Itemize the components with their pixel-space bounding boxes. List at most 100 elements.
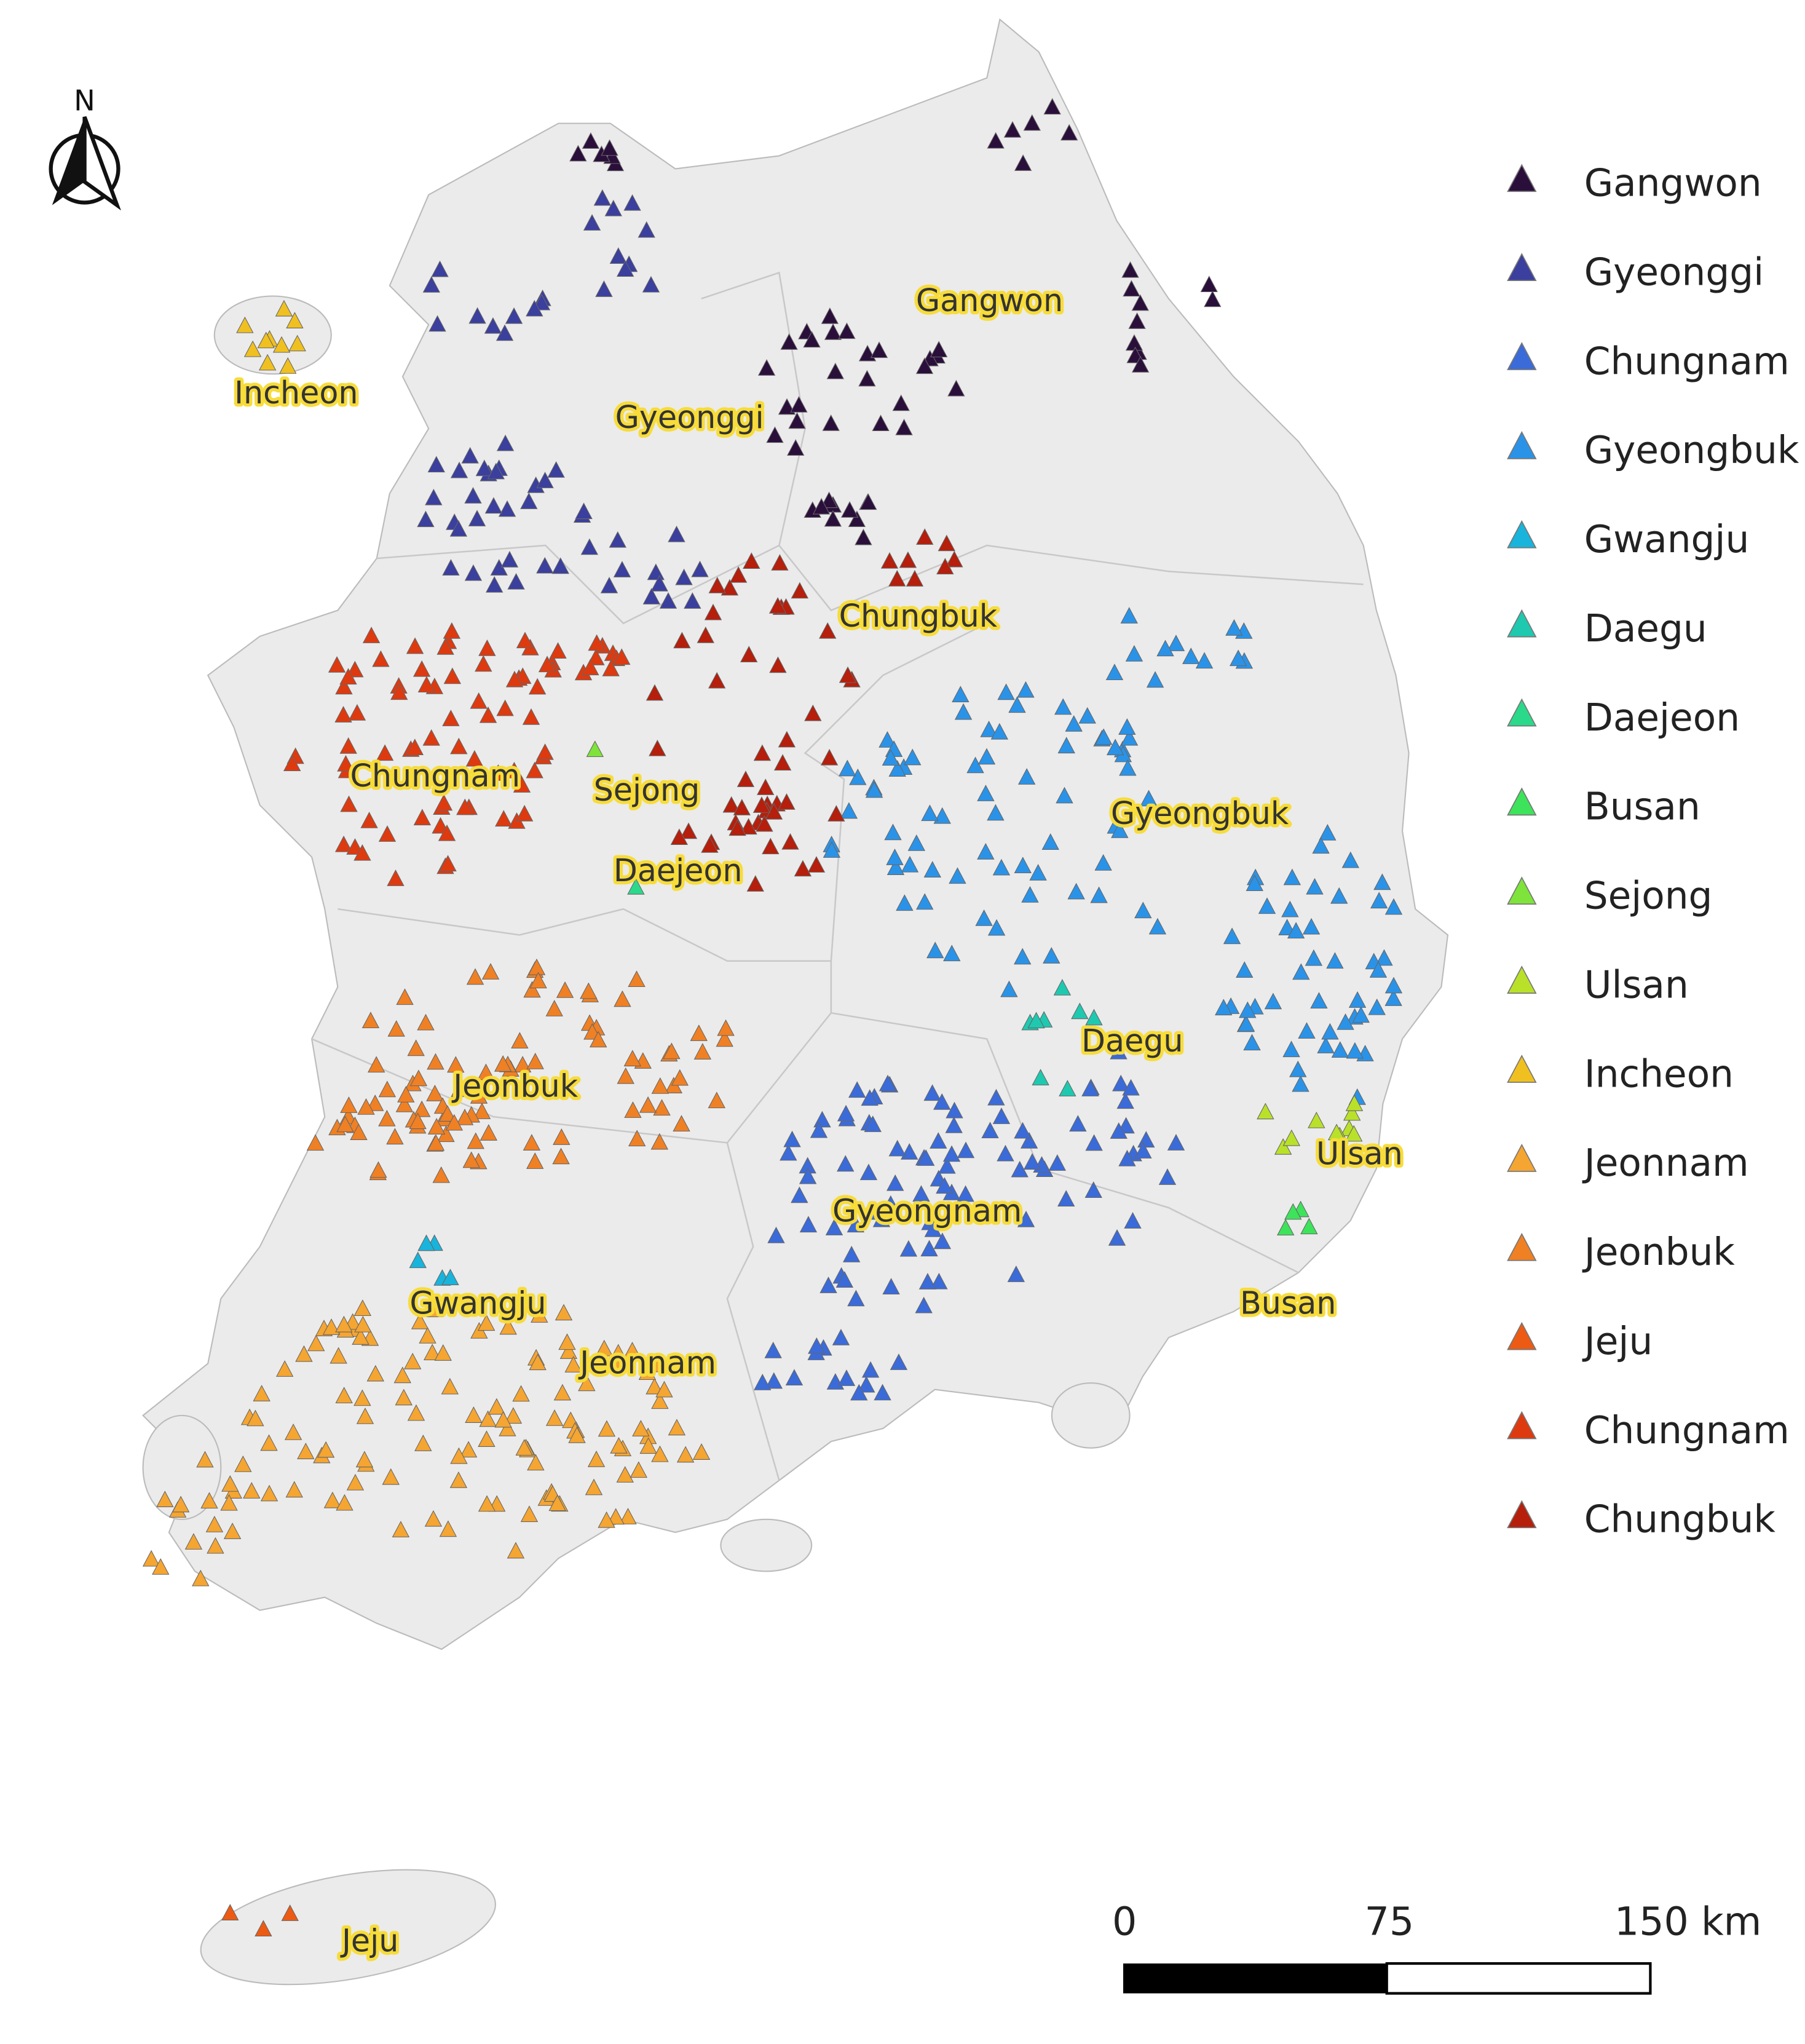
station <box>450 1447 468 1464</box>
station <box>1014 948 1032 965</box>
station <box>930 341 948 357</box>
station <box>992 858 1011 876</box>
station <box>1236 961 1254 978</box>
station <box>773 754 792 771</box>
station <box>915 357 934 374</box>
station <box>1069 1115 1087 1132</box>
station <box>850 1384 868 1401</box>
station <box>917 1149 935 1166</box>
station <box>526 1052 544 1069</box>
station <box>847 1216 864 1233</box>
station <box>838 322 856 339</box>
station <box>468 510 486 526</box>
station <box>778 398 796 415</box>
station <box>791 1186 808 1203</box>
station <box>936 558 954 574</box>
border <box>726 961 832 1144</box>
legend-symbol <box>1507 1055 1537 1083</box>
border <box>376 544 780 625</box>
station <box>607 1508 625 1525</box>
region-label: Chungbuk <box>839 598 998 634</box>
station <box>397 1085 415 1103</box>
station <box>704 603 722 620</box>
station <box>499 1419 516 1436</box>
station <box>1017 768 1036 785</box>
station <box>623 194 641 211</box>
station <box>888 1139 906 1157</box>
station <box>858 370 876 387</box>
station <box>1008 696 1026 713</box>
scale-label: 150 km <box>1614 1899 1761 1944</box>
legend-symbol <box>1507 520 1537 549</box>
legend-symbol <box>1507 698 1537 727</box>
region-label: Busan <box>1240 1285 1336 1321</box>
station <box>411 1312 429 1329</box>
station <box>526 761 543 778</box>
station <box>1195 652 1214 669</box>
station <box>468 307 486 324</box>
station <box>323 1491 342 1508</box>
station <box>785 1369 804 1386</box>
legend-label: Jeonbuk <box>1582 1230 1736 1274</box>
station <box>172 1495 190 1513</box>
station <box>484 317 502 334</box>
station <box>279 357 297 374</box>
station <box>864 1115 882 1132</box>
station <box>390 683 408 700</box>
arrow-right <box>82 116 121 211</box>
station <box>650 1355 668 1373</box>
station <box>505 307 523 324</box>
station <box>807 856 826 873</box>
station <box>617 1067 634 1084</box>
legend-symbol <box>1507 1411 1537 1440</box>
station <box>464 564 483 581</box>
region-label: Daegu <box>1081 1023 1183 1059</box>
station <box>978 748 996 765</box>
station <box>593 189 612 206</box>
station <box>275 1360 294 1377</box>
station <box>906 569 924 587</box>
station <box>234 1455 252 1472</box>
station <box>445 1114 464 1131</box>
legend-symbol <box>1507 1232 1537 1261</box>
station <box>1182 648 1200 664</box>
station <box>1298 1022 1316 1039</box>
station <box>1105 664 1124 681</box>
station <box>392 1521 410 1538</box>
scale-segment <box>1123 1963 1387 1994</box>
station <box>899 551 917 568</box>
station <box>479 1410 497 1427</box>
station <box>754 1374 772 1390</box>
station <box>1131 294 1149 311</box>
station <box>575 502 593 520</box>
station <box>1257 1103 1274 1120</box>
station <box>369 1161 387 1178</box>
legend-label: Ulsan <box>1584 963 1689 1007</box>
station <box>1085 1134 1103 1151</box>
station <box>650 574 668 592</box>
station <box>887 858 905 875</box>
station <box>609 1344 627 1361</box>
station <box>765 1372 783 1389</box>
station <box>675 568 693 585</box>
station <box>880 552 899 569</box>
station <box>1292 963 1310 980</box>
station <box>583 214 601 231</box>
station <box>1204 290 1222 307</box>
station <box>589 1031 607 1048</box>
station <box>623 1342 641 1358</box>
station <box>484 497 503 514</box>
region-label: Gyeongnam <box>832 1192 1022 1229</box>
station <box>916 893 934 910</box>
scale-label: 75 <box>1365 1899 1415 1944</box>
station <box>912 1185 930 1202</box>
station <box>348 703 366 721</box>
station <box>419 1326 436 1344</box>
station <box>427 1053 444 1070</box>
legend-label: Daejeon <box>1584 696 1740 740</box>
station <box>837 1369 856 1386</box>
station <box>1223 927 1241 945</box>
station <box>769 656 787 673</box>
station <box>1373 873 1391 890</box>
station <box>464 486 482 504</box>
